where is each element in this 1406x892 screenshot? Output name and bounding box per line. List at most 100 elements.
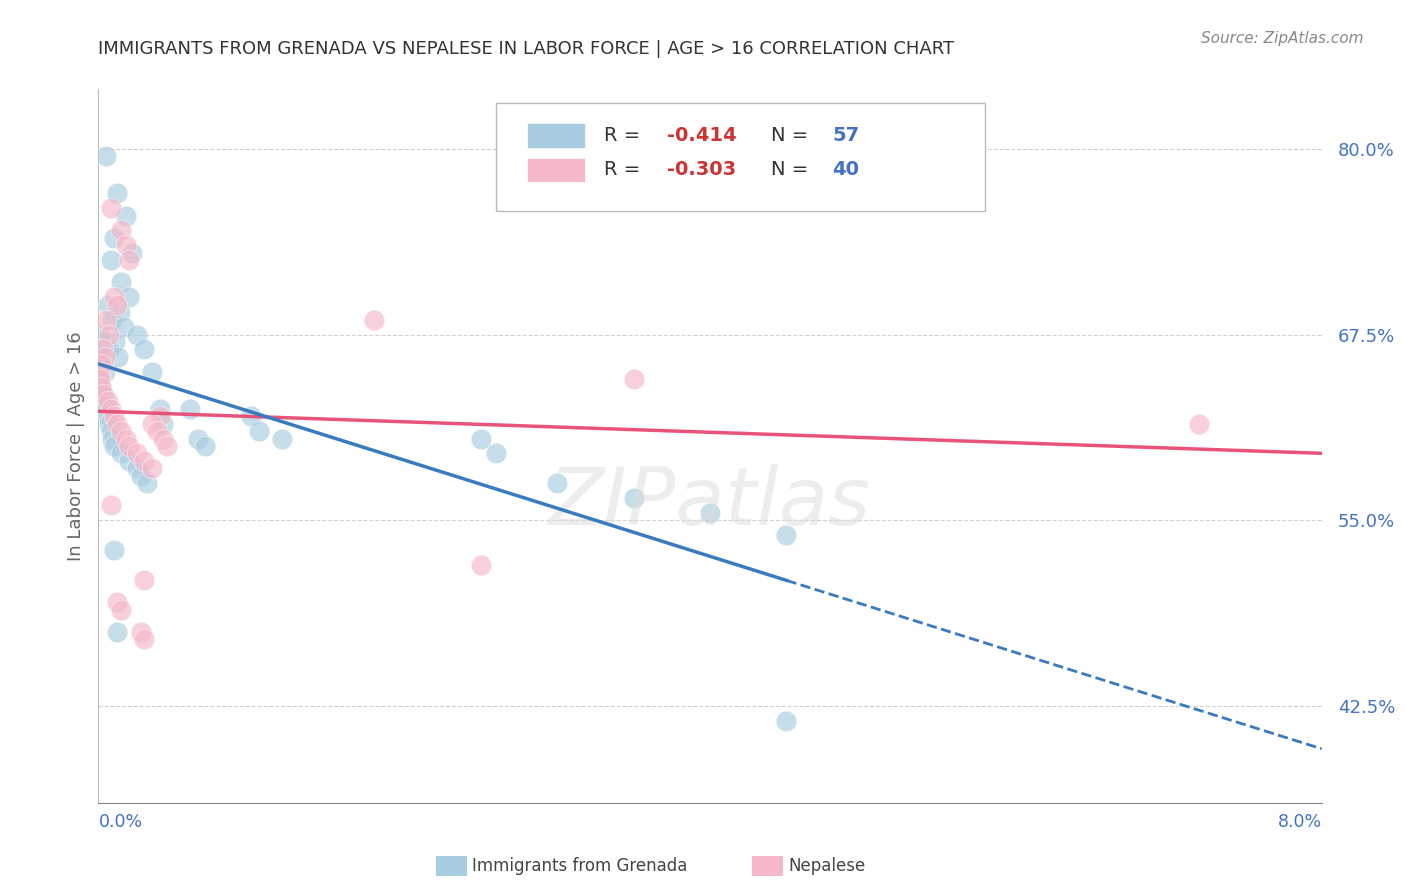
Point	[470, 558, 492, 572]
Point	[97, 298, 120, 312]
Point	[91, 387, 114, 401]
Point	[179, 401, 201, 416]
Point	[546, 476, 568, 491]
Point	[110, 223, 132, 237]
Point	[247, 424, 270, 438]
Text: 8.0%: 8.0%	[1278, 814, 1322, 831]
Point	[118, 439, 141, 453]
Point	[89, 372, 111, 386]
Point	[1188, 417, 1211, 431]
Text: R =: R =	[603, 126, 647, 145]
Point	[105, 624, 128, 639]
Point	[90, 357, 112, 371]
Point	[91, 357, 114, 371]
Point	[93, 394, 115, 409]
Point	[141, 417, 163, 431]
Point	[89, 357, 111, 371]
Y-axis label: In Labor Force | Age > 16: In Labor Force | Age > 16	[66, 331, 84, 561]
Text: -0.414: -0.414	[668, 126, 737, 145]
Point	[141, 365, 163, 379]
Text: 57: 57	[832, 126, 859, 145]
Point	[134, 573, 156, 587]
Text: 40: 40	[832, 161, 859, 179]
Point	[101, 312, 124, 326]
Point	[156, 439, 179, 453]
Point	[110, 276, 132, 290]
Point	[110, 424, 132, 438]
Point	[104, 334, 127, 349]
Point	[623, 491, 645, 505]
Text: Immigrants from Grenada: Immigrants from Grenada	[472, 857, 688, 875]
FancyBboxPatch shape	[527, 123, 585, 148]
Text: Nepalese: Nepalese	[789, 857, 866, 875]
Point	[363, 312, 385, 326]
Point	[108, 305, 131, 319]
Point	[103, 439, 125, 453]
Point	[129, 468, 152, 483]
Text: N =: N =	[772, 126, 814, 145]
Point	[141, 461, 163, 475]
FancyBboxPatch shape	[527, 158, 585, 182]
Point	[100, 201, 122, 215]
Text: N =: N =	[772, 161, 814, 179]
Text: Source: ZipAtlas.com: Source: ZipAtlas.com	[1201, 31, 1364, 46]
Point	[112, 320, 135, 334]
Point	[115, 432, 138, 446]
Point	[115, 209, 138, 223]
Point	[187, 432, 209, 446]
Point	[194, 439, 217, 453]
Point	[105, 595, 128, 609]
Point	[125, 446, 148, 460]
Point	[94, 149, 117, 163]
Point	[470, 432, 492, 446]
Point	[105, 186, 128, 201]
Point	[152, 432, 174, 446]
Point	[623, 372, 645, 386]
Point	[270, 432, 294, 446]
Point	[118, 454, 141, 468]
Point	[101, 432, 124, 446]
Point	[110, 602, 132, 616]
Point	[775, 714, 797, 728]
Point	[149, 401, 172, 416]
Point	[93, 350, 115, 364]
Text: R =: R =	[603, 161, 647, 179]
Point	[115, 238, 138, 252]
Point	[89, 327, 111, 342]
Point	[90, 379, 112, 393]
Point	[103, 409, 125, 424]
Point	[152, 417, 174, 431]
Point	[93, 365, 115, 379]
Point	[125, 461, 148, 475]
Point	[121, 245, 143, 260]
Point	[90, 350, 112, 364]
Point	[98, 327, 121, 342]
Text: IMMIGRANTS FROM GRENADA VS NEPALESE IN LABOR FORCE | AGE > 16 CORRELATION CHART: IMMIGRANTS FROM GRENADA VS NEPALESE IN L…	[98, 40, 955, 58]
Point	[775, 528, 797, 542]
Point	[100, 499, 122, 513]
Point	[485, 446, 508, 460]
Point	[89, 365, 111, 379]
Point	[125, 327, 148, 342]
Text: 0.0%: 0.0%	[98, 814, 142, 831]
Point	[97, 409, 120, 424]
Point	[699, 506, 721, 520]
Point	[103, 231, 125, 245]
Point	[129, 624, 152, 639]
Point	[149, 409, 172, 424]
Point	[118, 253, 141, 268]
Point	[134, 343, 156, 357]
Point	[103, 290, 125, 304]
Point	[91, 387, 114, 401]
Point	[105, 417, 128, 431]
Point	[94, 312, 117, 326]
Point	[89, 343, 111, 357]
Point	[89, 372, 111, 386]
Point	[97, 394, 120, 409]
Text: -0.303: -0.303	[668, 161, 737, 179]
Point	[145, 424, 167, 438]
Point	[90, 379, 112, 393]
Text: ZIPatlas: ZIPatlas	[548, 464, 872, 542]
Point	[90, 334, 112, 349]
Point	[100, 424, 122, 438]
